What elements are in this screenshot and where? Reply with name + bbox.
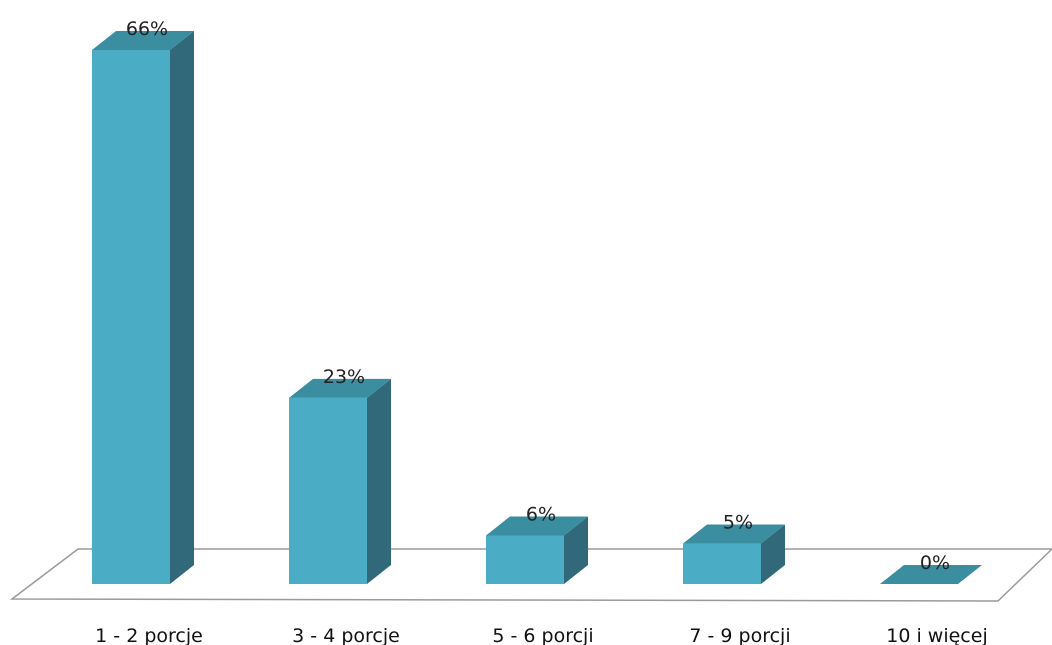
bar-front-face xyxy=(683,543,761,584)
bar-front-face xyxy=(486,535,564,584)
bar-top-face xyxy=(880,565,982,584)
bar-2 xyxy=(289,378,391,584)
bar-front-face xyxy=(289,397,367,584)
category-label: 10 i więcej xyxy=(886,625,987,645)
data-label: 5% xyxy=(723,512,753,534)
bar-front-face xyxy=(92,50,170,584)
bar-1 xyxy=(92,31,194,584)
bar-side-face xyxy=(761,524,785,584)
bar-side-face xyxy=(367,378,391,584)
bar-3 xyxy=(486,516,588,584)
category-label: 5 - 6 porcji xyxy=(492,625,593,645)
bar-top-face xyxy=(92,31,194,50)
bar-top-face xyxy=(486,516,588,536)
category-label: 3 - 4 porcje xyxy=(292,625,400,645)
bar-top-face xyxy=(683,524,785,544)
data-label: 23% xyxy=(323,366,365,388)
category-label: 1 - 2 porcje xyxy=(95,625,203,645)
data-label: 66% xyxy=(126,18,168,40)
bar-5 xyxy=(880,565,982,584)
category-label: 7 - 9 porcji xyxy=(689,625,790,645)
bar-top-face xyxy=(289,378,391,398)
data-label: 0% xyxy=(920,552,950,574)
data-label: 6% xyxy=(526,503,556,525)
bar-side-face xyxy=(564,516,588,584)
bar-4 xyxy=(683,524,785,584)
bar-side-face xyxy=(170,31,194,584)
